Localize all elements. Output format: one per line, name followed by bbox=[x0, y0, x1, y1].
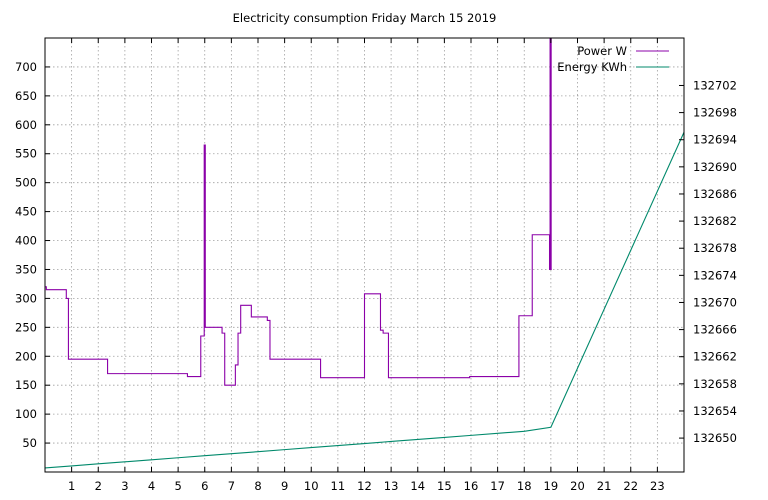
energy-series-line bbox=[44, 132, 685, 469]
y-tick-label: 500 bbox=[15, 176, 37, 190]
x-tick-label: 6 bbox=[201, 479, 208, 493]
x-tick-label: 9 bbox=[281, 479, 288, 493]
x-tick-label: 5 bbox=[174, 479, 181, 493]
x-tick-label: 13 bbox=[384, 479, 399, 493]
x-tick-label: 11 bbox=[331, 479, 346, 493]
x-tick-label: 7 bbox=[228, 479, 235, 493]
y2-tick-label: 132662 bbox=[693, 350, 737, 364]
y-tick-label: 650 bbox=[15, 89, 37, 103]
x-tick-label: 10 bbox=[304, 479, 319, 493]
y-tick-label: 600 bbox=[15, 118, 37, 132]
x-tick-label: 19 bbox=[544, 479, 559, 493]
y-tick-label: 700 bbox=[15, 60, 37, 74]
y-tick-label: 100 bbox=[15, 407, 37, 421]
y-tick-label: 550 bbox=[15, 147, 37, 161]
x-tick-label: 21 bbox=[597, 479, 612, 493]
y-tick-label: 300 bbox=[15, 291, 37, 305]
x-tick-label: 22 bbox=[623, 479, 638, 493]
legend: Power W Energy KWh bbox=[557, 44, 669, 74]
y-tick-label: 350 bbox=[15, 262, 37, 276]
x-tick-label: 23 bbox=[650, 479, 665, 493]
chart-title: Electricity consumption Friday March 15 … bbox=[233, 11, 497, 25]
plot-area bbox=[44, 37, 685, 469]
grid bbox=[45, 38, 684, 472]
y2-tick-label: 132650 bbox=[693, 431, 737, 445]
y2-tick-label: 132658 bbox=[693, 377, 737, 391]
y2-tick-label: 132702 bbox=[693, 78, 737, 92]
x-tick-label: 2 bbox=[95, 479, 102, 493]
power-series-line bbox=[45, 37, 552, 386]
x-tick-label: 8 bbox=[254, 479, 261, 493]
y2-tick-label: 132690 bbox=[693, 160, 737, 174]
x-tick-label: 16 bbox=[464, 479, 479, 493]
axes: 1 2 3 4 5 6 7 8 9 10 11 12 13 14 15 16 17 18 19 20 21 22 23501… bbox=[15, 38, 737, 493]
x-tick-label: 20 bbox=[570, 479, 585, 493]
x-tick-label: 18 bbox=[517, 479, 532, 493]
y2-tick-label: 132698 bbox=[693, 106, 737, 120]
x-tick-label: 1 bbox=[68, 479, 75, 493]
y2-tick-label: 132678 bbox=[693, 241, 737, 255]
x-tick-label: 12 bbox=[357, 479, 372, 493]
x-tick-label: 17 bbox=[490, 479, 505, 493]
y-tick-label: 150 bbox=[15, 378, 37, 392]
y2-tick-label: 132694 bbox=[693, 133, 737, 147]
y2-tick-label: 132686 bbox=[693, 187, 737, 201]
y-tick-label: 400 bbox=[15, 234, 37, 248]
y-tick-label: 250 bbox=[15, 320, 37, 334]
y2-tick-label: 132674 bbox=[693, 268, 737, 282]
y2-tick-label: 132654 bbox=[693, 404, 737, 418]
legend-label: Power W bbox=[577, 44, 627, 58]
y2-tick-label: 132666 bbox=[693, 323, 737, 337]
x-tick-label: 14 bbox=[410, 479, 425, 493]
y2-tick-label: 132670 bbox=[693, 295, 737, 309]
y-tick-label: 200 bbox=[15, 349, 37, 363]
legend-label: Energy KWh bbox=[557, 60, 627, 74]
x-tick-label: 15 bbox=[437, 479, 452, 493]
x-tick-label: 4 bbox=[148, 479, 155, 493]
y2-tick-label: 132682 bbox=[693, 214, 737, 228]
y-tick-label: 50 bbox=[22, 436, 37, 450]
y-tick-label: 450 bbox=[15, 205, 37, 219]
x-tick-label: 3 bbox=[121, 479, 128, 493]
